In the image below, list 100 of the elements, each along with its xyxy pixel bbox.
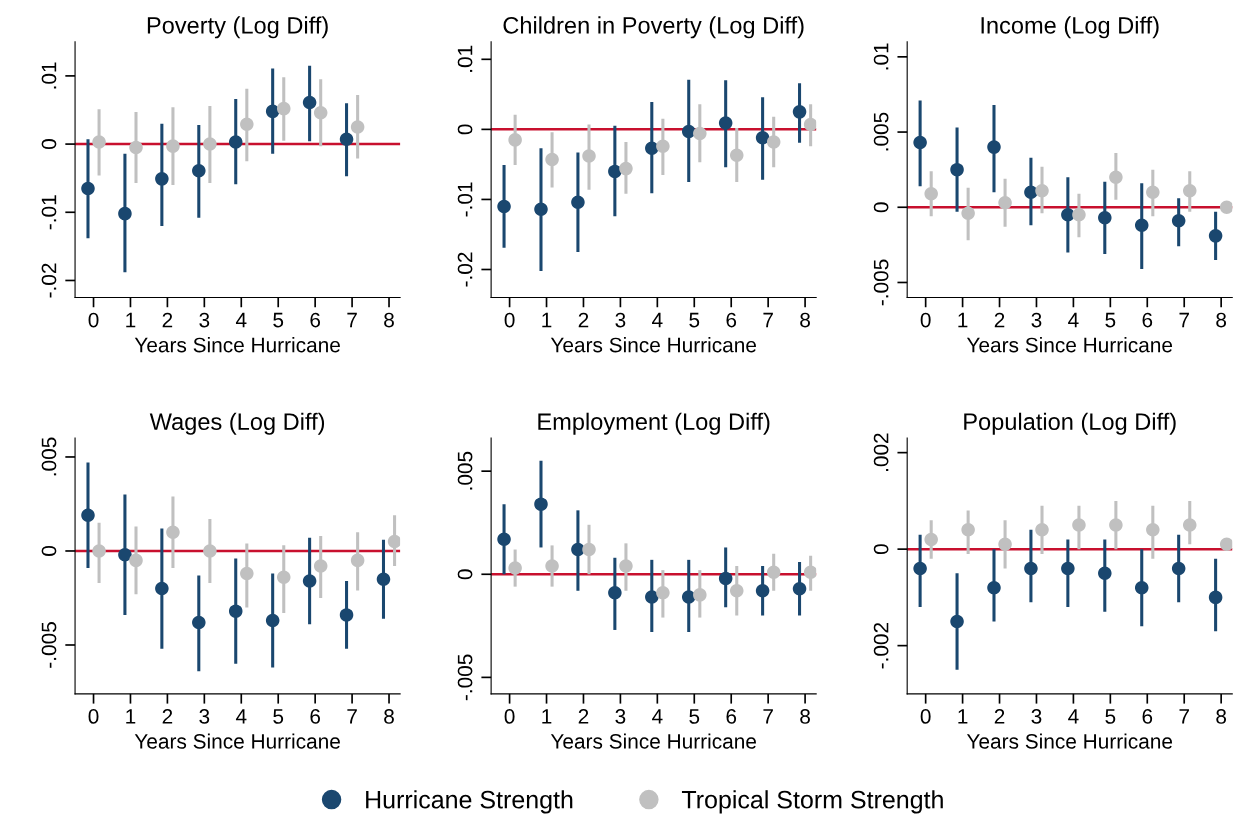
- point: [228, 604, 243, 618]
- point: [166, 139, 180, 153]
- x-tick-label: 2: [578, 709, 589, 724]
- chart-title: Income (Log Diff): [981, 16, 1159, 39]
- point: [192, 615, 206, 630]
- point: [192, 163, 206, 178]
- x-tick-label: 8: [800, 312, 810, 328]
- point: [508, 561, 522, 575]
- point: [1134, 580, 1149, 595]
- point: [913, 135, 927, 150]
- x-tick-label: 5: [1105, 312, 1116, 328]
- point: [961, 523, 975, 537]
- point: [302, 574, 317, 588]
- point: [693, 126, 707, 141]
- point: [339, 132, 354, 147]
- y-tick-label: -.01: [41, 195, 57, 230]
- y-tick-label: .005: [457, 451, 473, 490]
- x-axis-title: Years Since Hurricane: [966, 337, 1173, 353]
- point: [228, 135, 243, 149]
- point: [950, 162, 964, 177]
- x-tick-label: 3: [615, 312, 626, 328]
- chart-title: Population (Log Diff): [964, 412, 1176, 435]
- x-tick-label: 8: [800, 709, 810, 724]
- point: [693, 588, 707, 602]
- x-tick-label: 1: [542, 312, 552, 328]
- point: [792, 581, 807, 596]
- point: [1035, 523, 1049, 537]
- point: [998, 537, 1012, 552]
- point: [803, 565, 817, 579]
- x-tick-label: 6: [726, 709, 737, 724]
- point: [118, 547, 132, 562]
- point: [987, 140, 1001, 154]
- chart-title: Poverty (Log Diff): [147, 16, 328, 39]
- point: [545, 559, 559, 573]
- y-tick-label: .01: [41, 62, 57, 89]
- point: [1208, 229, 1223, 243]
- point: [313, 559, 328, 573]
- point: [998, 195, 1012, 210]
- y-tick-label: .01: [873, 43, 889, 70]
- x-tick-label: 6: [1142, 709, 1153, 724]
- x-tick-label: 3: [615, 709, 626, 724]
- y-tick-label: 0: [457, 569, 473, 580]
- point: [1134, 218, 1149, 233]
- point: [81, 508, 95, 523]
- y-tick-label: -.02: [41, 263, 57, 298]
- x-tick-label: 1: [542, 709, 552, 724]
- x-tick-label: 2: [162, 312, 173, 328]
- point: [1171, 214, 1186, 228]
- point: [1219, 200, 1233, 215]
- y-tick-label: -.02: [457, 252, 473, 287]
- point: [387, 534, 401, 549]
- point: [718, 116, 733, 130]
- x-tick-label: 8: [384, 709, 394, 724]
- x-tick-label: 2: [994, 312, 1005, 328]
- x-tick-label: 6: [726, 312, 737, 328]
- point: [1072, 518, 1086, 532]
- point: [276, 101, 291, 116]
- point: [1024, 185, 1038, 199]
- point: [265, 613, 280, 628]
- point: [1182, 183, 1197, 198]
- point: [203, 137, 217, 151]
- point: [582, 149, 596, 163]
- x-tick-label: 0: [504, 709, 515, 724]
- x-axis-title: Years Since Hurricane: [966, 733, 1173, 749]
- point: [155, 581, 169, 596]
- point: [1146, 185, 1160, 199]
- x-tick-label: 7: [763, 709, 773, 724]
- point: [987, 580, 1001, 595]
- point: [92, 544, 106, 558]
- point: [1098, 211, 1112, 225]
- y-tick-label: .005: [873, 112, 889, 151]
- x-axis-title: Years Since Hurricane: [134, 733, 340, 749]
- point: [92, 135, 106, 149]
- point: [376, 572, 391, 586]
- point: [950, 614, 964, 629]
- x-axis-title: Years Since Hurricane: [550, 337, 756, 353]
- point: [240, 117, 254, 132]
- x-tick-label: 3: [1031, 709, 1042, 724]
- point: [1035, 183, 1049, 198]
- point: [608, 164, 622, 179]
- y-tick-label: 0: [873, 202, 889, 213]
- point: [118, 206, 132, 221]
- x-tick-label: 0: [88, 709, 99, 724]
- point: [1098, 566, 1112, 581]
- x-tick-label: 5: [689, 709, 700, 724]
- point: [645, 141, 659, 156]
- y-tick-label: -.005: [41, 622, 57, 668]
- x-tick-label: 4: [235, 312, 247, 328]
- x-tick-label: 3: [199, 312, 210, 328]
- x-tick-label: 6: [1142, 312, 1153, 328]
- chart-title: Children in Poverty (Log Diff): [503, 16, 804, 39]
- point: [545, 152, 559, 167]
- x-tick-label: 5: [273, 709, 284, 724]
- x-tick-label: 4: [1068, 709, 1079, 724]
- point: [497, 532, 511, 546]
- point: [792, 105, 807, 119]
- point: [350, 553, 365, 568]
- x-axis-title: Years Since Hurricane: [550, 733, 756, 749]
- x-tick-label: 2: [162, 709, 173, 724]
- y-tick-label: 0: [457, 124, 473, 135]
